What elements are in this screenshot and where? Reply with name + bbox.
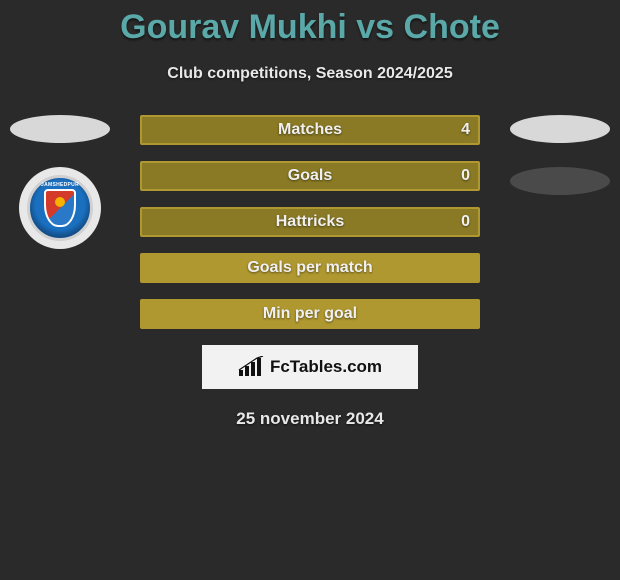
stat-row-matches: Matches 4 <box>140 115 480 145</box>
stat-row-min-per-goal: Min per goal <box>140 299 480 329</box>
stat-row-goals: Goals 0 <box>140 161 480 191</box>
stat-label: Hattricks <box>276 213 344 231</box>
watermark-text: FcTables.com <box>270 357 382 377</box>
stat-label: Goals <box>288 167 332 185</box>
shield-icon <box>44 189 76 227</box>
stat-label: Goals per match <box>247 259 372 277</box>
right-player-col <box>510 115 610 219</box>
stat-label: Matches <box>278 121 342 139</box>
subtitle: Club competitions, Season 2024/2025 <box>0 65 620 83</box>
watermark: FcTables.com <box>202 345 418 389</box>
bars-chart-icon <box>238 356 264 378</box>
crest-inner: JAMSHEDPUR <box>27 175 93 241</box>
crest-label: JAMSHEDPUR <box>41 182 79 188</box>
right-player-ellipse-1 <box>510 115 610 143</box>
stat-label: Min per goal <box>263 305 357 323</box>
comparison-main: JAMSHEDPUR Matches 4 Goals 0 Hattricks 0 <box>0 115 620 429</box>
left-player-col: JAMSHEDPUR <box>10 115 110 249</box>
stat-right-value: 0 <box>461 213 470 231</box>
stat-right-value: 0 <box>461 167 470 185</box>
right-player-ellipse-2 <box>510 167 610 195</box>
stat-row-goals-per-match: Goals per match <box>140 253 480 283</box>
left-player-ellipse <box>10 115 110 143</box>
left-club-crest: JAMSHEDPUR <box>19 167 101 249</box>
footer-date: 25 november 2024 <box>0 409 620 429</box>
stat-row-hattricks: Hattricks 0 <box>140 207 480 237</box>
stat-right-value: 4 <box>461 121 470 139</box>
page-title: Gourav Mukhi vs Chote <box>0 0 620 47</box>
stats-table: Matches 4 Goals 0 Hattricks 0 Goals per … <box>140 115 480 329</box>
